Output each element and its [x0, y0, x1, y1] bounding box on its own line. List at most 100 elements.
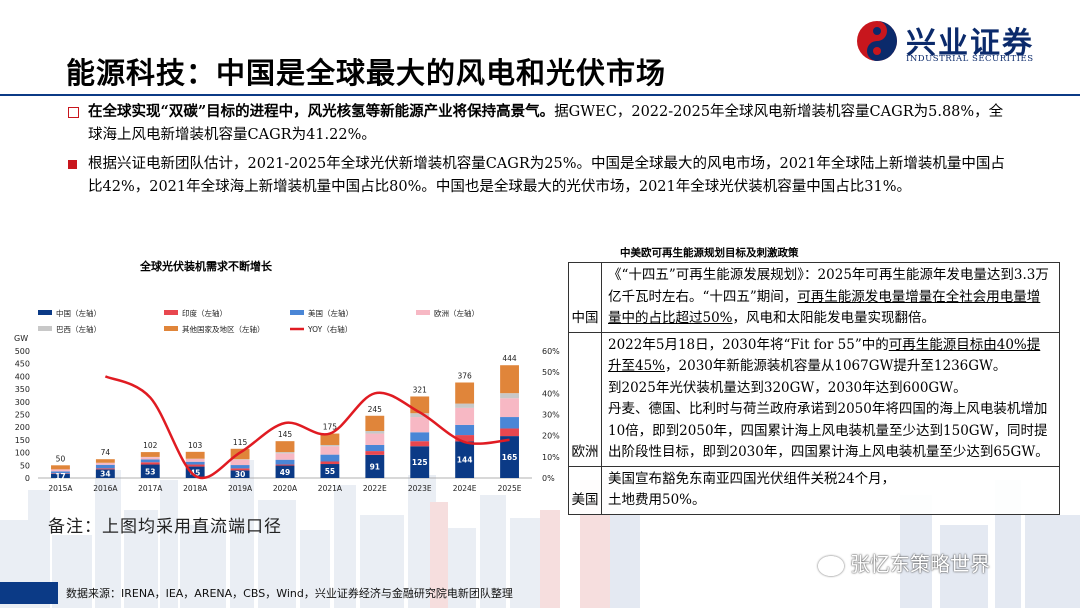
bar-segment [95, 469, 115, 478]
bullet-point-1: 在全球实现“双碳”目标的进程中，风光核氢等新能源产业将保持高景气。据GWEC，2… [66, 100, 1011, 147]
legend-label: 其他国家及地区（左轴） [182, 324, 265, 334]
bar-segment [320, 444, 340, 447]
bar-segment [500, 417, 519, 429]
bar-segment [275, 459, 295, 465]
bar-total-label: 102 [143, 441, 158, 450]
bullet-2-text: 根据兴证电新团队估计，2021-2025年全球光伏新增装机容量CAGR为25%。… [88, 156, 1005, 195]
y-tick-label: 450 [15, 360, 30, 369]
y-axis-unit: GW [14, 334, 28, 343]
y2-tick-label: 60% [542, 347, 560, 356]
y-tick-label: 400 [15, 372, 30, 381]
y2-tick-label: 20% [542, 432, 560, 441]
bar-segment [230, 470, 250, 478]
legend-label: YOY（右轴） [307, 324, 352, 334]
chart-note: 备注：上图均采用直流端口径 [48, 517, 282, 537]
legend-swatch [164, 326, 178, 331]
bar-segment [320, 461, 340, 465]
yoy-line [104, 375, 510, 480]
chart-title: 全球光伏装机需求不断增长 [140, 260, 272, 273]
bar-segment [410, 446, 430, 478]
legend-swatch [38, 326, 52, 331]
bar-china-label: 17 [55, 472, 65, 481]
bar-segment [410, 417, 430, 433]
bar-segment [185, 464, 205, 467]
legend-swatch [290, 310, 304, 315]
bar-segment [51, 473, 70, 474]
us-policy-2: 土地费用50%。 [608, 492, 706, 508]
footer-accent-bar [0, 582, 58, 604]
x-tick-label: 2019A [228, 484, 253, 493]
bar-total-label: 145 [278, 430, 293, 439]
company-logo-mark [857, 21, 897, 61]
bar-segment [275, 465, 295, 478]
bar-total-label: 115 [233, 438, 248, 447]
bar-segment [185, 451, 205, 459]
city-skyline-background [0, 460, 1080, 608]
region-label-europe: 欧洲 [568, 331, 602, 467]
bar-china-label: 55 [325, 467, 335, 476]
europe-policy-3: 丹麦、德国、比利时与荷兰政府承诺到2050年将四国的海上风电装机增加10倍，即到… [608, 401, 1049, 460]
bar-segment [51, 469, 70, 472]
y-tick-label: 0 [25, 474, 30, 483]
x-tick-label: 2016A [93, 484, 118, 493]
bar-segment [365, 415, 385, 432]
legend-label: 印度（左轴） [182, 308, 227, 318]
bar-china-label: 165 [502, 453, 518, 462]
y-tick-label: 100 [15, 449, 30, 458]
legend-swatch [416, 310, 430, 315]
policy-table-title: 中美欧可再生能源规划目标及刺激政策 [620, 247, 799, 259]
bar-total-label: 175 [323, 423, 338, 432]
bar-segment [185, 461, 205, 465]
company-logo-name: 兴业证券 [906, 26, 1034, 61]
bar-segment [455, 441, 475, 478]
watermark-text: 张忆东策略世界 [850, 552, 990, 576]
y-tick-label: 200 [15, 423, 30, 432]
bar-segment [230, 459, 250, 466]
bar-segment [140, 462, 160, 465]
bar-segment [365, 444, 385, 452]
europe-policy-2: 到2025年光伏装机量达到320GW，2030年达到600GW。 [608, 379, 967, 396]
china-policy-underlined: 可再生能源发电量增量在全社会用电量增量中的占比超过50% [608, 288, 1041, 327]
policy-row-us: 美国 美国宣布豁免东南亚四国光伏组件关税24个月， 土地费用50%。 [568, 465, 1060, 515]
policy-cell-us: 美国宣布豁免东南亚四国光伏组件关税24个月， 土地费用50%。 [601, 465, 1060, 515]
china-policy-text-2: ，风电和太阳能发电量实现翻倍。 [732, 310, 936, 326]
bar-china-label: 144 [457, 456, 473, 465]
bar-segment [365, 431, 385, 434]
hollow-square-bullet-icon [68, 107, 79, 118]
bar-segment [275, 452, 295, 454]
x-tick-label: 2023E [408, 484, 432, 493]
bar-segment [51, 473, 70, 478]
bar-segment [320, 446, 340, 455]
company-logo-subtitle: INDUSTRIAL SECURITIES [906, 54, 1034, 64]
bar-segment [230, 459, 250, 460]
bar-china-label: 91 [370, 462, 380, 471]
bar-segment [95, 464, 115, 469]
bar-china-label: 30 [235, 470, 245, 479]
x-tick-label: 2017A [138, 484, 163, 493]
x-tick-label: 2022E [363, 484, 387, 493]
policy-row-china: 中国 《“十四五”可再生能源发展规划》：2025年可再生能源年发电量达到3.3万… [568, 262, 1060, 333]
legend-label: 中国（左轴） [56, 308, 101, 318]
bar-segment [500, 428, 519, 437]
bar-china-label: 49 [280, 468, 290, 477]
bullet-1-bold-text: 在全球实现“双碳”目标的进程中，风光核氢等新能源产业将保持高景气。 [88, 103, 555, 120]
bar-segment [185, 466, 205, 478]
legend-label: 欧洲（左轴） [434, 308, 479, 318]
watermark: 张忆东策略世界 [818, 548, 990, 577]
policy-cell-china: 《“十四五”可再生能源发展规划》：2025年可再生能源年发电量达到3.3万亿千瓦… [601, 262, 1060, 333]
company-logo: 兴业证券 INDUSTRIAL SECURITIES [856, 18, 1071, 66]
europe-policy-1: 2022年5月18日，2030年将“Fit for 55”中的可再生能源目标由4… [608, 336, 1041, 375]
y-tick-label: 500 [15, 347, 30, 356]
bar-segment [500, 393, 519, 399]
bar-segment [365, 433, 385, 445]
bar-total-label: 50 [56, 454, 66, 463]
bar-segment [365, 451, 385, 455]
legend-label: 美国（左轴） [308, 308, 353, 318]
y-tick-label: 350 [15, 385, 30, 394]
policy-table: 中国 《“十四五”可再生能源发展规划》：2025年可再生能源年发电量达到3.3万… [568, 262, 1060, 515]
bar-segment [95, 468, 115, 470]
bar-segment [500, 365, 519, 394]
bar-segment [95, 459, 115, 463]
title-divider [0, 94, 1080, 96]
bar-china-label: 53 [145, 467, 155, 476]
